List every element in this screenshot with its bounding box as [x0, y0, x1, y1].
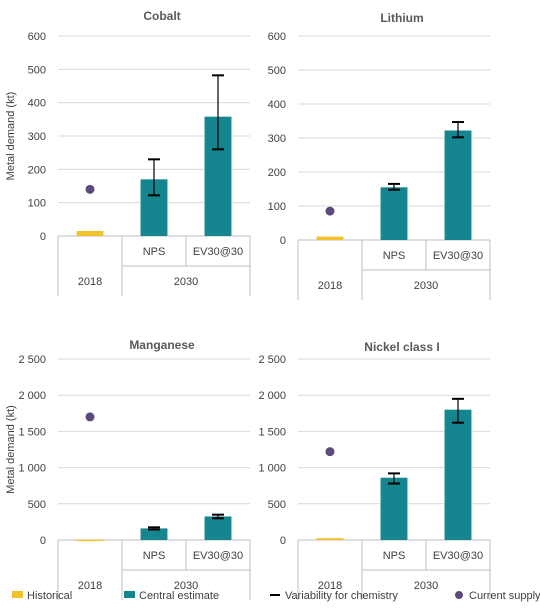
legend-swatch	[455, 591, 463, 599]
y-tick-label: 300	[268, 133, 286, 145]
x-group-label: 2030	[414, 280, 438, 292]
legend-item-variability: Variability for chemistry	[270, 590, 398, 602]
y-tick-label: 1 500	[258, 426, 286, 438]
y-tick-label: 2 500	[258, 354, 286, 366]
y-tick-label: 400	[268, 99, 286, 111]
legend-label: Historical	[27, 590, 72, 602]
y-tick-label: 0	[280, 235, 286, 247]
bar	[444, 409, 472, 540]
y-tick-label: 1 500	[18, 426, 46, 438]
x-group-label: 2018	[78, 580, 102, 592]
current-supply-point	[325, 447, 335, 457]
y-tick-label: 300	[28, 131, 46, 143]
x-group-label: 2030	[414, 580, 438, 592]
y-tick-label: 2 000	[258, 390, 286, 402]
y-tick-label: 1 000	[258, 463, 286, 475]
x-tick-label: EV30@30	[193, 246, 243, 258]
chart-title: Cobalt	[143, 9, 180, 23]
legend-item-central: Central estimate	[124, 590, 219, 602]
y-tick-label: 1 000	[18, 463, 46, 475]
x-tick-label: NPS	[143, 550, 166, 562]
y-tick-label: 500	[28, 64, 46, 76]
y-tick-label: 100	[268, 201, 286, 213]
chart-panels: Cobalt Metal demand (kt) 0 100 200 300 400 500 6…	[5, 9, 491, 600]
bar	[380, 477, 408, 540]
legend-item-current: Current supply	[455, 590, 540, 602]
bar	[140, 528, 168, 540]
y-axis-label: Metal demand (kt)	[5, 405, 17, 494]
chart-title: Manganese	[129, 338, 195, 352]
bar	[76, 231, 104, 236]
legend-swatch	[124, 591, 135, 598]
chart-panel-0: Cobalt Metal demand (kt) 0 100 200 300 400 500 6…	[5, 9, 251, 296]
legend-swatch	[12, 591, 23, 598]
bar	[316, 538, 344, 540]
legend-label: Central estimate	[139, 590, 219, 602]
y-tick-label: 600	[28, 31, 46, 43]
y-tick-label: 500	[268, 499, 286, 511]
x-group-label: 2018	[318, 580, 342, 592]
x-tick-label: NPS	[383, 250, 406, 262]
x-tick-label: NPS	[383, 550, 406, 562]
chart-title: Lithium	[380, 11, 423, 25]
y-axis-label: Metal demand (kt)	[5, 92, 17, 181]
legend-label: Current supply	[469, 590, 540, 602]
y-tick-label: 2 000	[18, 390, 46, 402]
x-group-label: 2018	[318, 280, 342, 292]
current-supply-point	[325, 206, 335, 216]
y-tick-label: 500	[268, 65, 286, 77]
y-tick-label: 500	[28, 499, 46, 511]
x-tick-label: EV30@30	[433, 550, 483, 562]
y-tick-label: 0	[40, 231, 46, 243]
y-tick-label: 200	[268, 167, 286, 179]
current-supply-point	[85, 184, 95, 194]
current-supply-point	[85, 412, 95, 422]
y-tick-label: 2 500	[18, 354, 46, 366]
bar	[204, 516, 232, 540]
y-tick-label: 600	[268, 31, 286, 43]
y-tick-label: 0	[280, 535, 286, 547]
chart-panel-1: Lithium 0 100 200 300 400 500 600 NPS EV30@30 2018…	[268, 11, 491, 300]
x-tick-label: EV30@30	[193, 550, 243, 562]
chart-panel-2: Manganese Metal demand (kt) 0 500 1 000 1 500…	[5, 338, 251, 600]
legend: Historical Central estimate Variability fo…	[12, 590, 540, 602]
chart-title: Nickel class I	[364, 340, 439, 354]
bar	[444, 130, 472, 240]
y-tick-label: 200	[28, 164, 46, 176]
y-tick-label: 0	[40, 535, 46, 547]
bar	[380, 187, 408, 240]
y-tick-label: 100	[28, 198, 46, 210]
legend-item-historical: Historical	[12, 590, 72, 602]
y-tick-label: 400	[28, 98, 46, 110]
x-group-label: 2030	[174, 580, 198, 592]
bar	[316, 236, 344, 240]
chart-panel-3: Nickel class I 0 500 1 000 1 500 2 000 2 500 NP…	[258, 340, 491, 600]
bar	[76, 539, 104, 542]
x-group-label: 2018	[78, 276, 102, 288]
x-tick-label: EV30@30	[433, 250, 483, 262]
legend-label: Variability for chemistry	[285, 590, 398, 602]
x-group-label: 2030	[174, 276, 198, 288]
x-tick-label: NPS	[143, 246, 166, 258]
